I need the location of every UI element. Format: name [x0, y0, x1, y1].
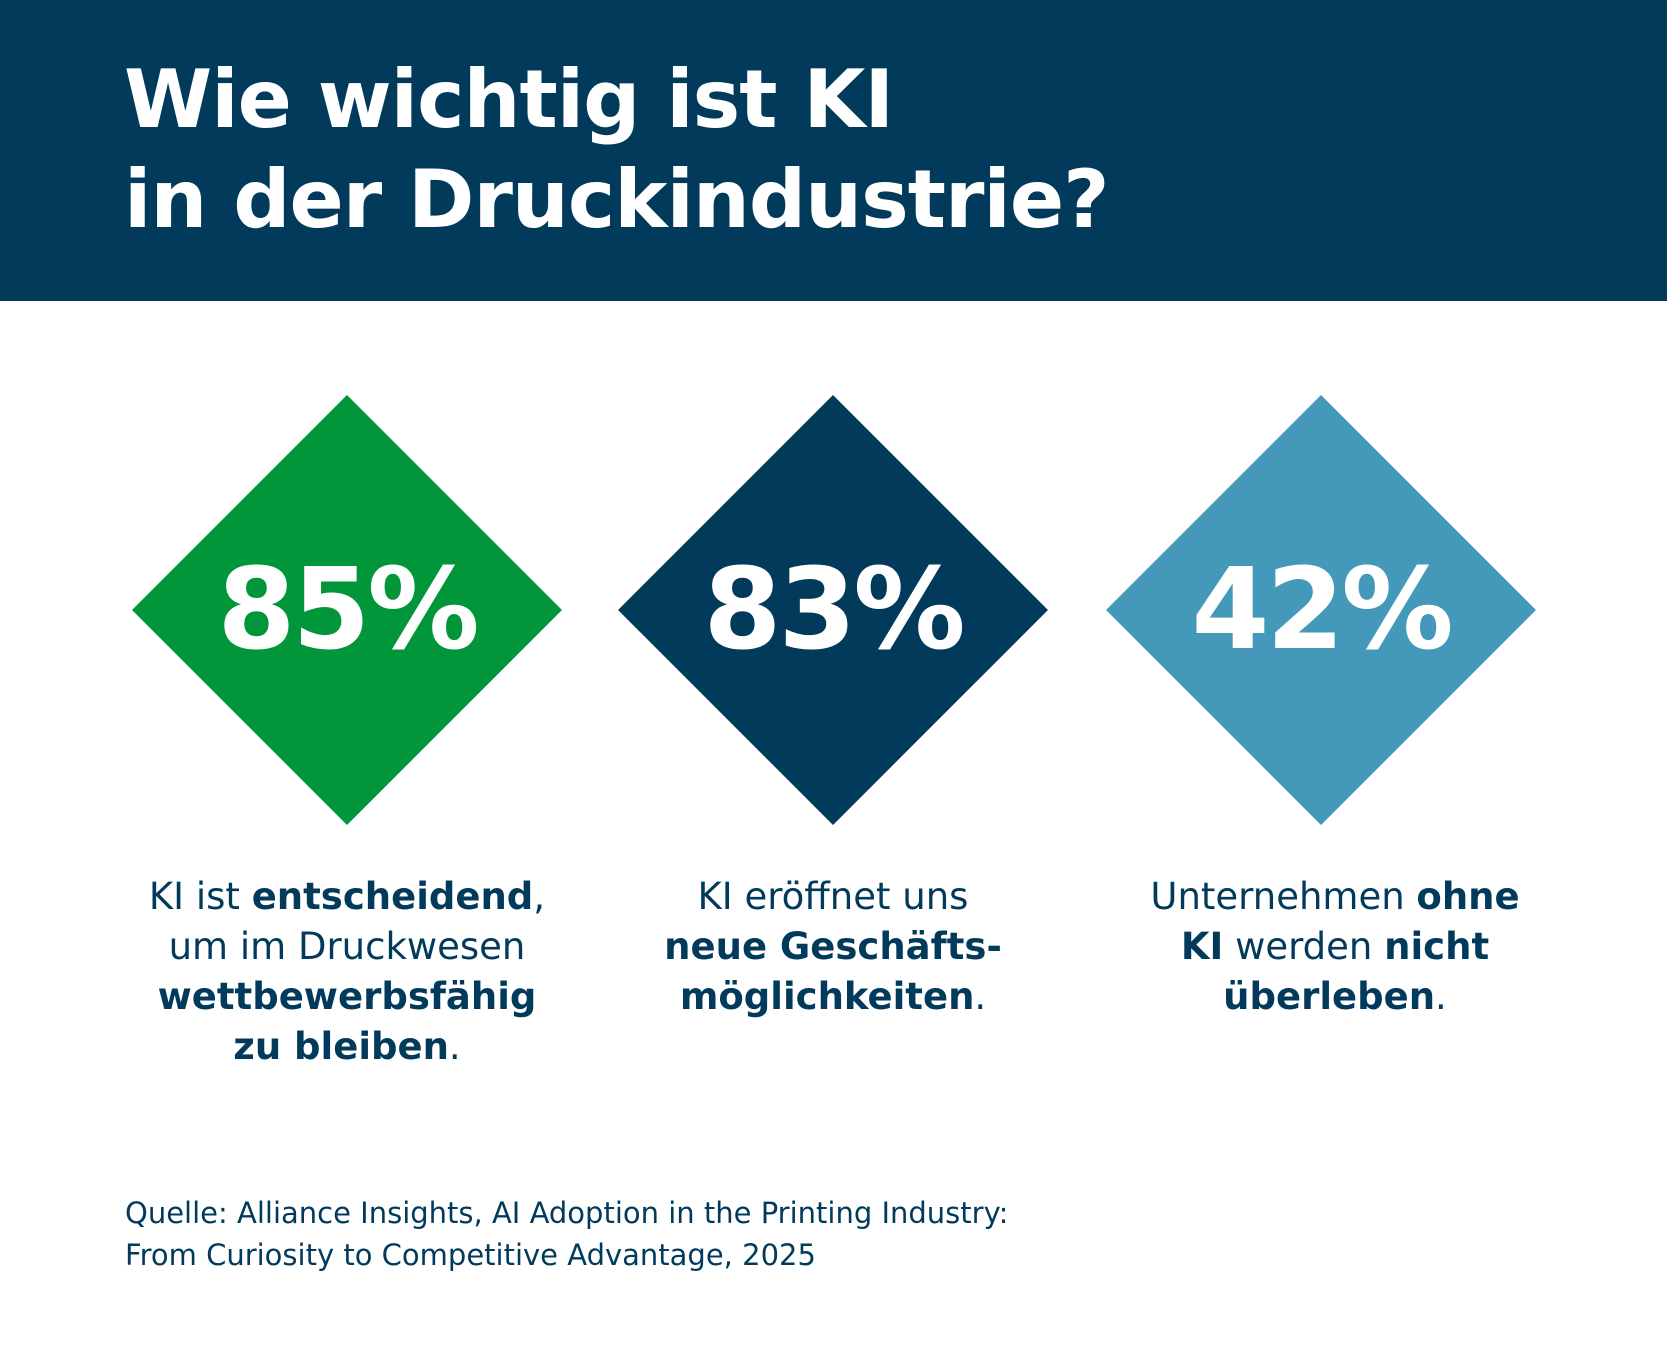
desc-3-period: . — [1435, 975, 1447, 1018]
source-citation: Quelle: Alliance Insights, AI Adoption i… — [125, 1192, 1008, 1276]
desc-2-part: KI eröffnet uns — [697, 875, 969, 918]
stat-value-2: 83% — [703, 545, 965, 675]
desc-1-comma: , — [533, 875, 546, 918]
page-title: Wie wichtig ist KI in der Druckindustrie… — [124, 50, 1109, 250]
stat-description-1: KI ist entscheidend, um im Druckwesen we… — [132, 872, 562, 1072]
source-line-2: From Curiosity to Competitive Advantage,… — [125, 1238, 816, 1272]
header-banner: Wie wichtig ist KI in der Druckindustrie… — [0, 0, 1667, 301]
desc-1-bold: wettbewerbsfähig — [157, 975, 537, 1018]
stat-card-2: 83% — [618, 395, 1048, 825]
desc-2-bold: möglichkeiten — [679, 975, 975, 1018]
desc-2-bold: neue Geschäfts- — [664, 925, 1002, 968]
desc-1-part: KI ist — [148, 875, 252, 918]
desc-1-part: um im Druckwesen — [168, 925, 526, 968]
desc-3-bold: KI — [1180, 925, 1224, 968]
desc-3-part: Unternehmen — [1150, 875, 1417, 918]
title-line-1: Wie wichtig ist KI — [124, 53, 894, 146]
desc-3-bold: überleben — [1223, 975, 1436, 1018]
stat-value-1: 85% — [217, 545, 479, 675]
stat-description-2: KI eröffnet uns neue Geschäfts- möglichk… — [603, 872, 1063, 1022]
stat-card-1: 85% — [132, 395, 562, 825]
desc-3-part: werden — [1223, 925, 1385, 968]
stat-value-3: 42% — [1191, 545, 1453, 675]
desc-2-period: . — [974, 975, 987, 1018]
desc-3-bold: nicht — [1384, 925, 1490, 968]
title-line-2: in der Druckindustrie? — [124, 153, 1109, 246]
desc-1-period: . — [448, 1025, 461, 1068]
stat-description-3: Unternehmen ohne KI werden nicht überleb… — [1105, 872, 1565, 1022]
desc-1-bold: entscheidend — [251, 875, 534, 918]
source-line-1: Quelle: Alliance Insights, AI Adoption i… — [125, 1196, 1009, 1230]
stat-card-3: 42% — [1106, 395, 1536, 825]
desc-1-bold: zu bleiben — [233, 1025, 449, 1068]
desc-3-bold: ohne — [1416, 875, 1520, 918]
